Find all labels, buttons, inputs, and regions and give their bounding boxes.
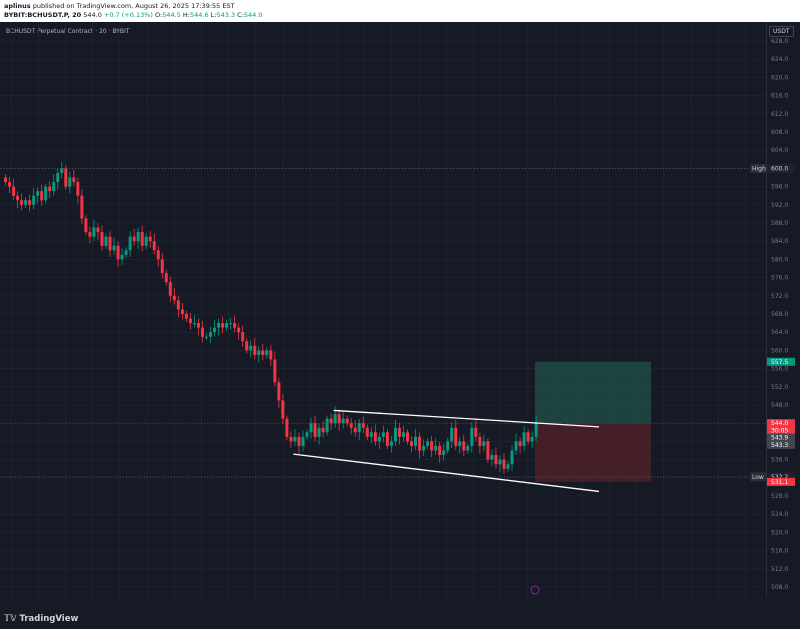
symbol-title: BCHUSDT Perpetual Contract · 20 · BYBIT — [6, 28, 130, 35]
ticker-line: BYBIT:BCHUSDT.P, 20 544.0 +0.7 (+0.13%) … — [4, 11, 263, 20]
ticker-symbol: BYBIT:BCHUSDT.P, 20 — [4, 11, 82, 19]
price-axis[interactable] — [766, 22, 800, 598]
price-change: +0.7 (+0.13%) — [103, 11, 153, 19]
tradingview-logo-icon: 𝕋𝕍 — [4, 614, 17, 624]
ohlc-open: 544.5 — [162, 11, 181, 19]
published-text: published on TradingView.com, August 26,… — [32, 2, 235, 10]
currency-button[interactable]: USDT — [769, 26, 794, 37]
tradingview-logo: 𝕋𝕍 TradingView — [4, 614, 78, 624]
ohlc-low: 543.3 — [216, 11, 236, 19]
ohlc-close: 544.0 — [243, 11, 263, 19]
chart-pane[interactable] — [0, 22, 766, 598]
ohlc-high-label: H: — [182, 11, 190, 19]
ohlc-open-label: O: — [155, 11, 163, 19]
last-price: 544.0 — [83, 11, 102, 19]
ohlc-low-label: L: — [210, 11, 217, 19]
ohlc-close-label: C: — [237, 11, 244, 19]
ohlc-high: 544.6 — [189, 11, 209, 19]
brand-text: TradingView — [19, 614, 79, 624]
publish-line: aplinus published on TradingView.com, Au… — [4, 2, 235, 11]
publish-header: aplinus published on TradingView.com, Au… — [0, 0, 800, 22]
publisher-name[interactable]: aplinus — [4, 2, 31, 10]
time-axis[interactable] — [0, 598, 800, 629]
